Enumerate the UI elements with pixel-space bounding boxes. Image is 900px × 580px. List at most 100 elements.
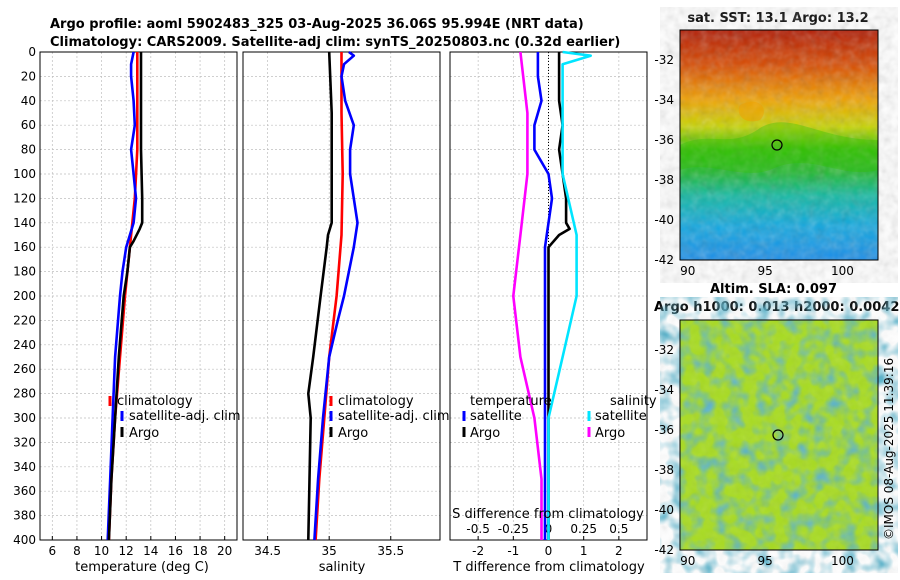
legend-climatology: climatology <box>117 394 193 409</box>
y-tick-label: 400 <box>13 533 36 547</box>
x-tick-label: 20 <box>217 544 232 558</box>
map-x-tick-label: 90 <box>680 264 695 278</box>
y-tick-label: 160 <box>13 240 36 254</box>
legend-t-satellite: satellite <box>470 409 522 424</box>
legend-satellite: satellite-adj. clim <box>129 409 241 424</box>
x-tick-label: 18 <box>192 544 207 558</box>
sst-map <box>679 29 879 261</box>
map-x-tick-label: 100 <box>831 554 854 568</box>
series-line-t-argo <box>547 52 571 540</box>
legend-t-argo: Argo <box>470 426 500 441</box>
sla-title-1: Altim. SLA: 0.097 <box>710 282 837 297</box>
y-tick-label: 240 <box>13 338 36 352</box>
y-tick-label: 0 <box>28 45 36 59</box>
y-tick-label: 40 <box>21 94 36 108</box>
y-tick-label: 180 <box>13 265 36 279</box>
x-tick-label: 1 <box>580 544 588 558</box>
series-line-t-satellite <box>533 52 554 540</box>
legend-s-argo: Argo <box>595 426 625 441</box>
y-tick-label: 140 <box>13 216 36 230</box>
watermark: ©IMOS 08-Aug-2025 11:39:16 <box>882 358 896 540</box>
map-y-tick-label: -42 <box>654 253 674 267</box>
sst-axes: 90 95 100 -32 -34 -36 -38 -40 -42 <box>654 53 853 278</box>
sst-title: sat. SST: 13.1 Argo: 13.2 <box>687 11 868 26</box>
temperature-xlabel: temperature (deg C) <box>75 560 209 575</box>
y-tick-label: 120 <box>13 191 36 205</box>
map-y-tick-label: -34 <box>654 93 674 107</box>
series-line-argo <box>306 51 334 541</box>
x-tick-label: 34.5 <box>254 544 281 558</box>
map-y-tick-label: -36 <box>654 423 674 437</box>
difference-xlabel-top: S difference from climatology <box>452 507 644 522</box>
map-y-tick-label: -40 <box>654 213 674 227</box>
map-y-tick-label: -32 <box>654 53 674 67</box>
y-tick-label: 20 <box>21 69 36 83</box>
y-tick-label: 360 <box>13 484 36 498</box>
series-line-argo <box>107 52 144 541</box>
x-tick-label: 35 <box>322 544 337 558</box>
salinity-legend: climatology satellite-adj. clim Argo <box>329 394 450 441</box>
y-tick-label: 80 <box>21 143 36 157</box>
x-tick-label: 35.5 <box>377 544 404 558</box>
map-y-tick-label: -38 <box>654 463 674 477</box>
title-line-1: Argo profile: aoml 5902483_325 03-Aug-20… <box>50 17 584 32</box>
map-y-tick-label: -32 <box>654 343 674 357</box>
legend-argo: Argo <box>338 426 368 441</box>
salinity-xlabel: salinity <box>319 560 366 575</box>
legend-argo: Argo <box>129 426 159 441</box>
map-y-tick-label: -38 <box>654 173 674 187</box>
series-line-satellite-adj-clim <box>106 51 138 541</box>
sla-title-2: Argo h1000: 0.013 h2000: 0.0042 <box>654 300 899 315</box>
y-tick-label: 60 <box>21 118 36 132</box>
s-tick-label: -0.5 <box>466 522 489 536</box>
map-x-tick-label: 90 <box>680 554 695 568</box>
legend-s-satellite: satellite <box>595 409 647 424</box>
x-tick-label: -1 <box>507 544 519 558</box>
legend-t-title: temperature <box>470 394 552 409</box>
x-tick-label: 12 <box>119 544 134 558</box>
sla-map <box>679 319 879 551</box>
y-tick-label: 380 <box>13 509 36 523</box>
s-tick-label: -0.25 <box>498 522 529 536</box>
y-tick-label: 280 <box>13 387 36 401</box>
x-tick-label: 8 <box>73 544 81 558</box>
sla-argo-marker <box>772 429 784 441</box>
y-tick-label: 340 <box>13 460 36 474</box>
map-y-tick-label: -40 <box>654 503 674 517</box>
x-tick-label: 6 <box>48 544 56 558</box>
y-tick-label: 200 <box>13 289 36 303</box>
y-tick-label: 320 <box>13 435 36 449</box>
sst-argo-marker <box>771 139 783 151</box>
x-tick-label: 0 <box>545 544 553 558</box>
x-tick-label: 2 <box>615 544 623 558</box>
y-tick-label: 100 <box>13 167 36 181</box>
map-x-tick-label: 95 <box>757 554 772 568</box>
y-tick-label: 260 <box>13 362 36 376</box>
map-y-tick-label: -36 <box>654 133 674 147</box>
map-y-tick-label: -34 <box>654 383 674 397</box>
legend-satellite: satellite-adj. clim <box>338 409 450 424</box>
y-tick-label: 300 <box>13 411 36 425</box>
title-line-2: Climatology: CARS2009. Satellite-adj cli… <box>50 35 620 50</box>
x-tick-label: -2 <box>472 544 484 558</box>
x-tick-label: 10 <box>94 544 109 558</box>
x-tick-label: 14 <box>143 544 158 558</box>
y-tick-label: 220 <box>13 313 36 327</box>
x-tick-label: 16 <box>168 544 183 558</box>
sla-axes: 90 95 100 -32 -34 -36 -38 -40 -42 <box>654 343 853 568</box>
difference-xlabel: T difference from climatology <box>452 560 645 575</box>
map-x-tick-label: 100 <box>831 264 854 278</box>
s-tick-label: 0.25 <box>570 522 597 536</box>
temperature-panel: 6 8 10 12 14 16 18 2002040608010012014016018020… <box>13 45 238 558</box>
map-x-tick-label: 95 <box>757 264 772 278</box>
map-y-tick-label: -42 <box>654 543 674 557</box>
series-line-satellite-adj-clim <box>313 50 359 541</box>
temperature-legend: climatology satellite-adj. clim Argo <box>108 394 241 441</box>
legend-s-title: salinity <box>610 394 657 409</box>
s-tick-label: 0.5 <box>609 522 628 536</box>
difference-legend: temperature salinity satellite Argo sate… <box>462 394 657 441</box>
legend-climatology: climatology <box>338 394 414 409</box>
salinity-panel: 34.5 35 35.5 <box>242 50 441 558</box>
